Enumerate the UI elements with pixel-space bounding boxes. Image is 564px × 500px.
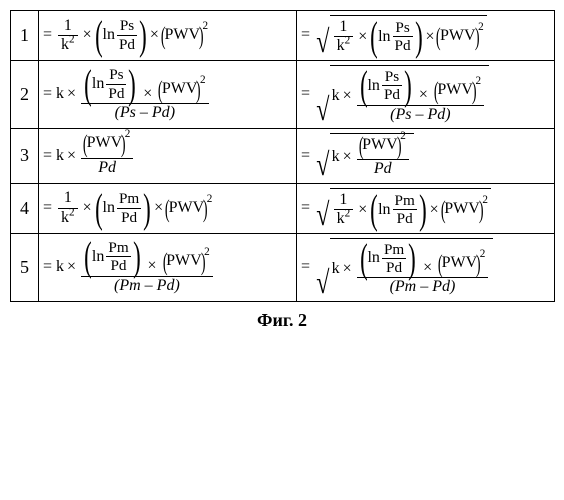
formula-cell-right: = √ k × (PWV)2 Pd xyxy=(297,128,555,183)
table-row: 5 = k × (ln PmPd ) × (PWV)2 xyxy=(11,233,555,301)
ln-label: ln xyxy=(103,26,115,44)
formula-expr: = 1 k2 × ( ln PsPd ) × (PWV)2 xyxy=(41,17,208,55)
denominator-ps-pd: (Ps – Pd) xyxy=(112,104,178,122)
row-number: 3 xyxy=(11,128,39,183)
fraction-1-over-ksq: 1 k2 xyxy=(58,17,78,55)
formula-cell-right: = √ k × (ln PsPd ) xyxy=(297,60,555,128)
times-sign: × xyxy=(150,26,159,44)
equals-sign: = xyxy=(301,26,310,44)
table-row: 2 = k × (ln PsPd ) × (PWV)2 xyxy=(11,60,555,128)
formula-cell-left: = k × (ln PsPd ) × (PWV)2 (Ps – Pd) xyxy=(39,60,297,128)
formula-cell-left: = 1 k2 × (ln PmPd ) × (PWV)2 xyxy=(39,183,297,233)
ln-ps-pd: ( ln PsPd ) xyxy=(95,17,147,53)
formula-expr: = √ 1 k2 × ( ln PsPd ) xyxy=(299,15,487,56)
formula-cell-right: = √ 1 k2 × ( ln PsPd ) xyxy=(297,11,555,61)
radical-icon: √ xyxy=(316,200,329,229)
formula-cell-left: = 1 k2 × ( ln PsPd ) × (PWV)2 xyxy=(39,11,297,61)
radical-icon: √ xyxy=(316,95,329,124)
formula-cell-left: = k × (PWV)2 Pd xyxy=(39,128,297,183)
row-number: 5 xyxy=(11,233,39,301)
fraction-pwv-pd: (PWV)2 Pd xyxy=(81,134,133,177)
sqrt: √ 1 k2 × ( ln PsPd ) × xyxy=(314,15,487,56)
row-number: 4 xyxy=(11,183,39,233)
table-row: 3 = k × (PWV)2 Pd = √ k × xyxy=(11,128,555,183)
equals-sign: = xyxy=(43,26,52,44)
row-number: 2 xyxy=(11,60,39,128)
k-symbol: k xyxy=(56,85,64,103)
times-sign: × xyxy=(83,26,92,44)
formula-cell-right: = √ 1 k2 × (ln PmPd ) × xyxy=(297,183,555,233)
radical-icon: √ xyxy=(316,27,329,56)
fraction-ps-pd: PsPd xyxy=(117,17,137,53)
row-number: 1 xyxy=(11,11,39,61)
table-row: 4 = 1 k2 × (ln PmPd ) × (PWV)2 = xyxy=(11,183,555,233)
radical-icon: √ xyxy=(316,150,329,179)
table-row: 1 = 1 k2 × ( ln PsPd ) × xyxy=(11,11,555,61)
formula-table: 1 = 1 k2 × ( ln PsPd ) × xyxy=(10,10,555,302)
radical-icon: √ xyxy=(316,268,329,297)
figure-caption: Фиг. 2 xyxy=(10,310,554,331)
numerator: 1 xyxy=(61,17,75,35)
ln-pm-pd: (ln PmPd ) xyxy=(95,190,151,226)
denominator-pm-pd: (Pm – Pd) xyxy=(111,277,183,295)
pwv-squared: (PWV)2 xyxy=(162,26,208,45)
formula-cell-left: = k × (ln PmPd ) × (PWV)2 (Pm – Pd) xyxy=(39,233,297,301)
fraction-1-over-ksq: 1 k2 xyxy=(334,18,354,56)
formula-cell-right: = √ k × (ln PmPd ) xyxy=(297,233,555,301)
big-fraction: (ln PsPd ) × (PWV)2 (Ps – Pd) xyxy=(81,66,208,122)
denominator: k2 xyxy=(58,36,78,54)
